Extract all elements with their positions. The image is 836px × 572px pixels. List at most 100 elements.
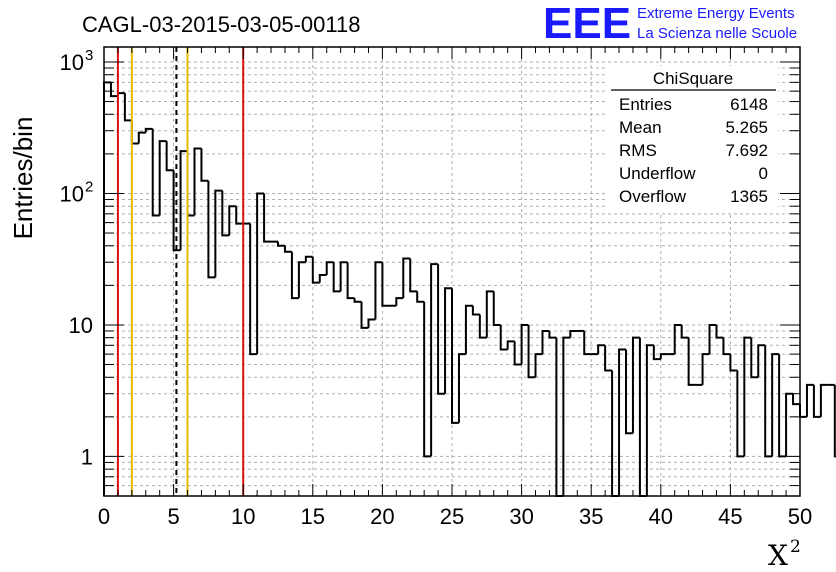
histogram-bin xyxy=(451,288,459,424)
histogram-bin xyxy=(792,393,800,406)
histogram-bin xyxy=(103,81,111,496)
y-tick-label: 10 xyxy=(60,50,84,75)
histogram-bin xyxy=(311,256,320,284)
y-tick-label: 1 xyxy=(81,444,93,469)
histogram-bin xyxy=(785,392,794,457)
histogram-bin xyxy=(116,92,125,97)
histogram-bin xyxy=(437,264,446,395)
x-tick-label: 20 xyxy=(370,504,394,529)
histogram-bin xyxy=(228,205,237,236)
stats-box: ChiSquare Entries 6148 Mean 5.265 RMS 7.692 Un… xyxy=(608,66,778,212)
histogram-bin xyxy=(374,261,383,320)
histogram-bin xyxy=(464,304,473,355)
histogram-bin xyxy=(207,180,216,279)
stats-row-label: Overflow xyxy=(619,187,687,206)
histogram-bin xyxy=(604,345,613,372)
y-tick-label-exponent: 2 xyxy=(85,178,93,195)
histogram-bin xyxy=(478,314,487,339)
stats-box-rows: Entries 6148 Mean 5.265 RMS 7.692 Underflow 0 Ov… xyxy=(619,95,768,206)
histogram-bin xyxy=(597,344,606,355)
histogram-bin xyxy=(193,147,202,216)
histogram-bin xyxy=(778,354,787,458)
histogram-bin xyxy=(353,298,362,303)
histogram-bin xyxy=(144,127,153,133)
histogram-bin xyxy=(527,324,536,379)
histogram-bin xyxy=(506,340,515,350)
histogram-bin xyxy=(214,189,223,278)
histogram-bin xyxy=(743,336,752,457)
eee-logo-line2: La Scienza nelle Scuole xyxy=(637,25,797,42)
eee-logo: EEE Extreme Energy Events La Scienza nel… xyxy=(543,0,797,48)
x-tick-label: 30 xyxy=(509,504,533,529)
stats-row-value: 7.692 xyxy=(725,141,768,160)
stats-row-label: Underflow xyxy=(619,164,696,183)
x-axis-label: X 2 xyxy=(768,537,801,572)
histogram-bin xyxy=(430,263,439,457)
x-tick-label: 50 xyxy=(788,504,812,529)
x-axis-label-superscript: 2 xyxy=(790,537,801,557)
y-axis-label: Entries/bin xyxy=(8,117,38,240)
histogram-bin xyxy=(444,287,452,394)
eee-logo-line1: Extreme Energy Events xyxy=(637,5,795,22)
x-tick-label: 35 xyxy=(579,504,603,529)
histogram-bin xyxy=(304,255,313,263)
histogram-bin xyxy=(172,170,181,252)
histogram-bin xyxy=(687,337,696,386)
histogram-bin xyxy=(757,344,766,378)
histogram-bin xyxy=(569,329,578,338)
histogram-bin xyxy=(548,330,557,339)
histogram-bin xyxy=(833,384,836,458)
histogram-bin xyxy=(680,324,689,339)
eee-logo-mark: EEE xyxy=(543,0,631,48)
histogram-bin xyxy=(722,337,731,356)
histogram-bin xyxy=(423,301,432,458)
histogram-bin xyxy=(256,192,265,355)
histogram-bin xyxy=(534,353,543,378)
histogram-bin xyxy=(764,345,773,458)
histogram-bin xyxy=(492,291,501,326)
histogram-bin xyxy=(729,354,738,372)
x-tick-label: 45 xyxy=(718,504,742,529)
histogram-bin xyxy=(165,141,174,172)
x-tick-label: 25 xyxy=(440,504,464,529)
histogram-bin xyxy=(137,131,146,144)
x-tick-label: 40 xyxy=(649,504,673,529)
histogram-bin xyxy=(673,323,682,355)
histogram-bin xyxy=(409,258,418,293)
x-tick-label: 15 xyxy=(301,504,325,529)
histogram-bin xyxy=(402,257,411,299)
histogram-bin xyxy=(263,193,272,243)
histogram-bin xyxy=(485,290,494,338)
histogram-bin xyxy=(249,223,258,356)
histogram-bin xyxy=(109,82,118,98)
histogram-bin xyxy=(367,318,376,328)
histogram-bin xyxy=(499,324,508,351)
y-tick-label: 10 xyxy=(69,313,93,338)
histogram-bin xyxy=(360,301,369,329)
x-tick-label: 5 xyxy=(167,504,179,529)
x-axis-ticks: 0 5 10 15 20 25 30 35 40 45 50 xyxy=(98,47,812,529)
histogram-bin xyxy=(297,261,306,299)
histogram-bin xyxy=(631,336,640,434)
histogram-bin xyxy=(812,384,821,418)
histogram-bin xyxy=(583,330,592,356)
histogram-bin xyxy=(318,273,327,283)
histogram-bin xyxy=(277,241,285,247)
y-tick-label: 10 xyxy=(60,181,84,206)
histogram-bin xyxy=(659,353,668,360)
histogram-bin xyxy=(750,337,759,379)
histogram-bin xyxy=(625,349,633,435)
histogram-bin xyxy=(513,341,522,366)
stats-row-label: RMS xyxy=(619,141,657,160)
histogram-bin xyxy=(235,206,244,225)
histogram-bin xyxy=(520,323,529,365)
stats-row-label: Entries xyxy=(619,95,672,114)
x-tick-label: 0 xyxy=(98,504,110,529)
histogram-bin xyxy=(819,383,828,417)
histogram-bin xyxy=(457,353,466,423)
histogram-bin xyxy=(701,353,710,385)
stats-box-title: ChiSquare xyxy=(653,69,733,88)
histogram-bin xyxy=(799,404,807,418)
